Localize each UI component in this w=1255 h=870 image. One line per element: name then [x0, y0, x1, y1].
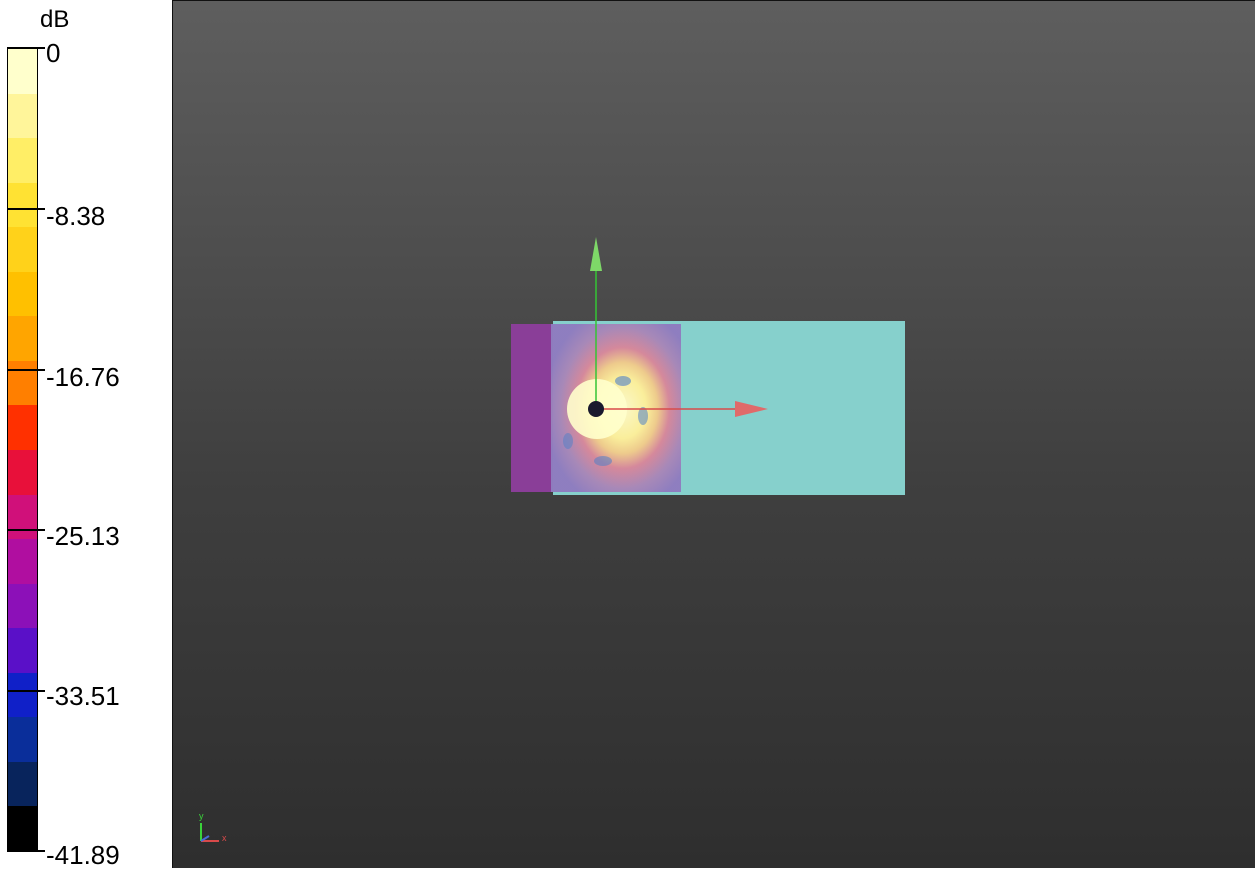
color-band: [8, 227, 37, 273]
tick-label-1: -8.38: [46, 201, 106, 231]
field-plane-edge: [511, 324, 553, 492]
color-band: [8, 93, 37, 139]
field-lobe: [638, 407, 648, 425]
triad-x-label: x: [222, 833, 227, 843]
tick-mark: [7, 47, 45, 49]
color-band: [8, 360, 37, 406]
color-band: [8, 761, 37, 807]
triad-y-label: y: [199, 811, 204, 821]
tick-label-5: -41.89: [46, 840, 120, 870]
x-axis-arrow-icon[interactable]: [735, 401, 768, 417]
color-band: [8, 672, 37, 718]
source-point[interactable]: [588, 401, 604, 417]
color-band: [8, 494, 37, 540]
3d-viewport[interactable]: y x: [172, 0, 1255, 868]
tick-mark: [7, 207, 45, 210]
scene: y x: [199, 237, 905, 843]
color-band: [8, 806, 37, 852]
color-band: [8, 583, 37, 629]
tick-label-2: -16.76: [46, 362, 120, 392]
color-band: [8, 182, 37, 228]
legend-unit-label: dB: [40, 6, 70, 33]
tick-mark: [7, 529, 45, 532]
color-band: [8, 316, 37, 362]
color-band: [8, 271, 37, 317]
color-band: [8, 450, 37, 495]
field-lobe: [563, 433, 573, 449]
y-axis-arrow-icon[interactable]: [590, 237, 602, 271]
color-band: [8, 717, 37, 763]
triad-z-axis: [200, 835, 210, 842]
color-band: [8, 539, 37, 585]
color-band: [8, 138, 37, 184]
tick-mark: [7, 850, 45, 852]
color-legend: dB 0 -8.38 -16.76 -25.13 -33.51 -41.89: [0, 0, 172, 868]
tick-mark: [7, 368, 45, 371]
color-scale-bar: [7, 48, 38, 852]
tick-label-3: -25.13: [46, 521, 120, 551]
color-band: [8, 49, 37, 94]
field-lobe: [594, 456, 612, 466]
color-band: [8, 628, 37, 674]
tick-mark: [7, 690, 45, 693]
color-band: [8, 405, 37, 451]
field-lobe: [615, 376, 631, 386]
tick-label-0: 0: [46, 38, 61, 68]
tick-label-4: -33.51: [46, 681, 120, 711]
